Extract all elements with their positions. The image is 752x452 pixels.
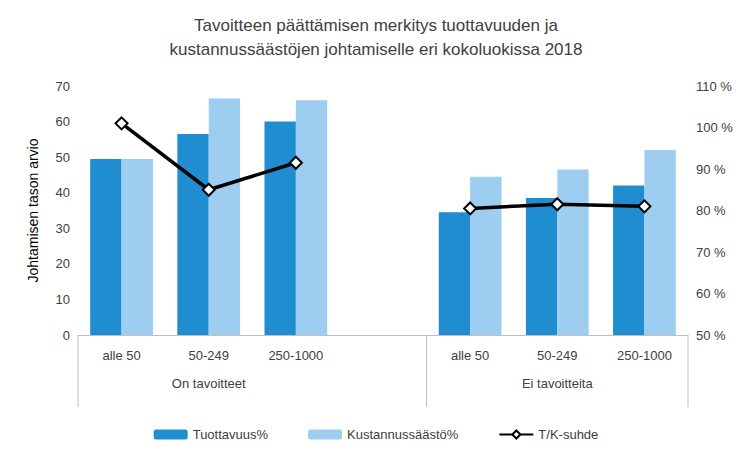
- svg-text:T/K-suhde: T/K-suhde: [538, 427, 598, 442]
- svg-text:250-1000: 250-1000: [268, 348, 323, 363]
- svg-text:Johtamisen tason arvio: Johtamisen tason arvio: [25, 138, 41, 282]
- svg-text:Tavoitteen päättämisen merkity: Tavoitteen päättämisen merkitys tuottavu…: [194, 16, 558, 35]
- svg-text:100 %: 100 %: [696, 120, 733, 135]
- svg-text:0: 0: [63, 328, 70, 343]
- svg-text:Ei tavoitteita: Ei tavoitteita: [522, 376, 594, 391]
- svg-text:Kustannussäästö%: Kustannussäästö%: [347, 427, 459, 442]
- svg-text:50-249: 50-249: [188, 348, 228, 363]
- svg-text:alle 50: alle 50: [451, 348, 489, 363]
- svg-text:Tuottavuus%: Tuottavuus%: [193, 427, 269, 442]
- svg-text:40: 40: [56, 185, 70, 200]
- svg-text:30: 30: [56, 221, 70, 236]
- svg-text:80 %: 80 %: [696, 203, 726, 218]
- svg-text:50: 50: [56, 150, 70, 165]
- svg-text:60 %: 60 %: [696, 286, 726, 301]
- svg-text:110 %: 110 %: [696, 79, 732, 94]
- svg-text:60: 60: [56, 114, 70, 129]
- svg-text:70 %: 70 %: [696, 245, 726, 260]
- svg-text:50 %: 50 %: [696, 328, 726, 343]
- svg-text:50-249: 50-249: [537, 348, 577, 363]
- svg-text:10: 10: [56, 292, 70, 307]
- svg-text:90 %: 90 %: [696, 162, 726, 177]
- svg-text:alle 50: alle 50: [102, 348, 140, 363]
- svg-text:20: 20: [56, 256, 70, 271]
- svg-text:70: 70: [56, 79, 70, 94]
- svg-text:250-1000: 250-1000: [617, 348, 672, 363]
- svg-text:On tavoitteet: On tavoitteet: [172, 376, 246, 391]
- svg-text:kustannussäästöjen johtamisell: kustannussäästöjen johtamiselle eri koko…: [170, 40, 583, 59]
